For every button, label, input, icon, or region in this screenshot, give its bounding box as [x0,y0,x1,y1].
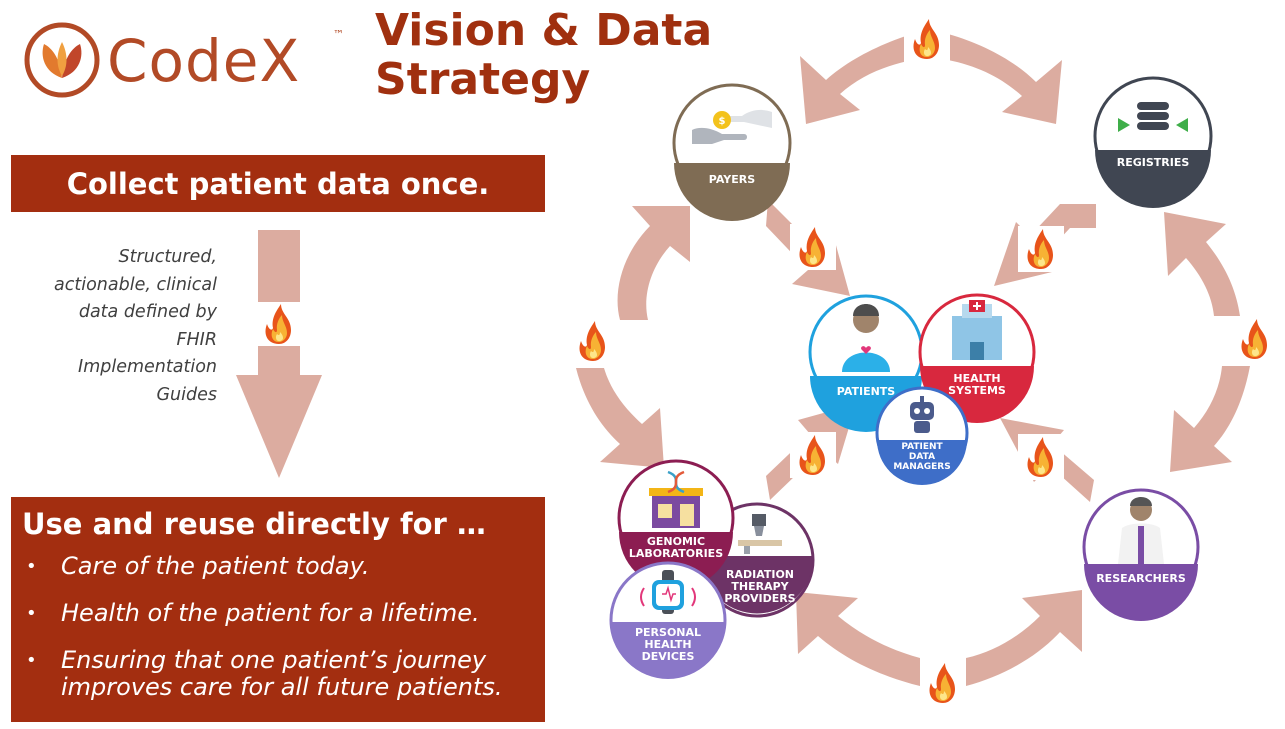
use-reuse-box: Use and reuse directly for … Care of the… [11,497,545,722]
codex-logo: CodeX ™ [22,20,352,100]
arrow-bottom-right [966,590,1082,686]
structured-line: FHIR [20,327,217,355]
arrow-top-right [948,34,1062,124]
bullet-text: Health of the patient for a lifetime. [61,599,480,627]
structured-description: Structured, actionable, clinical data de… [20,244,217,409]
svg-text:$: $ [719,116,726,127]
arrow-left-upper [618,206,690,320]
devices-label: DEVICES [642,650,695,663]
arrow-top-left [800,34,912,124]
trademark-symbol: ™ [333,28,344,41]
node-registries: REGISTRIES [1095,78,1211,208]
logo-wordmark: CodeX [107,26,300,96]
bullet-text: Care of the patient today. [61,552,370,580]
pdm-label: PATIENT [901,442,943,452]
bullet-text: Ensuring that one patient’s journey [61,647,541,674]
list-item: Health of the patient for a lifetime. [21,600,541,627]
arrow-right-upper [1164,212,1240,316]
codex-leaf-icon [22,20,102,100]
structured-line: Structured, [20,244,217,272]
use-reuse-list: Care of the patient today. Health of the… [21,553,541,701]
pdm-label: MANAGERS [893,462,950,472]
payers-label: PAYERS [709,173,755,186]
radiation-label: PROVIDERS [724,592,795,605]
data-flow-diagram: $ PAYERS REGISTRIES PATIENTS [560,0,1285,729]
node-researchers: RESEARCHERS [1084,490,1198,621]
arrow-right-lower [1170,366,1250,472]
genomic-label: LABORATORIES [629,547,723,560]
researchers-label: RESEARCHERS [1096,572,1186,585]
health-systems-label: SYSTEMS [948,384,1006,397]
node-patient-data-managers: PATIENT DATA MANAGERS [877,388,967,485]
arrow-left-lower [576,368,664,468]
list-item: Ensuring that one patient’s journey impr… [21,647,541,701]
list-item: Care of the patient today. [21,553,541,580]
bullet-text: improves care for all future patients. [61,674,541,701]
arrow-bottom-left [796,592,920,686]
pdm-label: DATA [909,452,935,462]
structured-line: Guides [20,382,217,410]
down-arrow [236,230,326,480]
patients-label: PATIENTS [837,385,896,398]
structured-line: Implementation [20,354,217,382]
collect-banner: Collect patient data once. [11,155,545,212]
registries-label: REGISTRIES [1117,156,1190,169]
node-payers: $ PAYERS [674,85,790,221]
structured-line: actionable, clinical [20,272,217,300]
node-personal-health-devices: PERSONAL HEALTH DEVICES [611,563,725,679]
structured-line: data defined by [20,299,217,327]
use-reuse-title: Use and reuse directly for … [22,507,486,541]
